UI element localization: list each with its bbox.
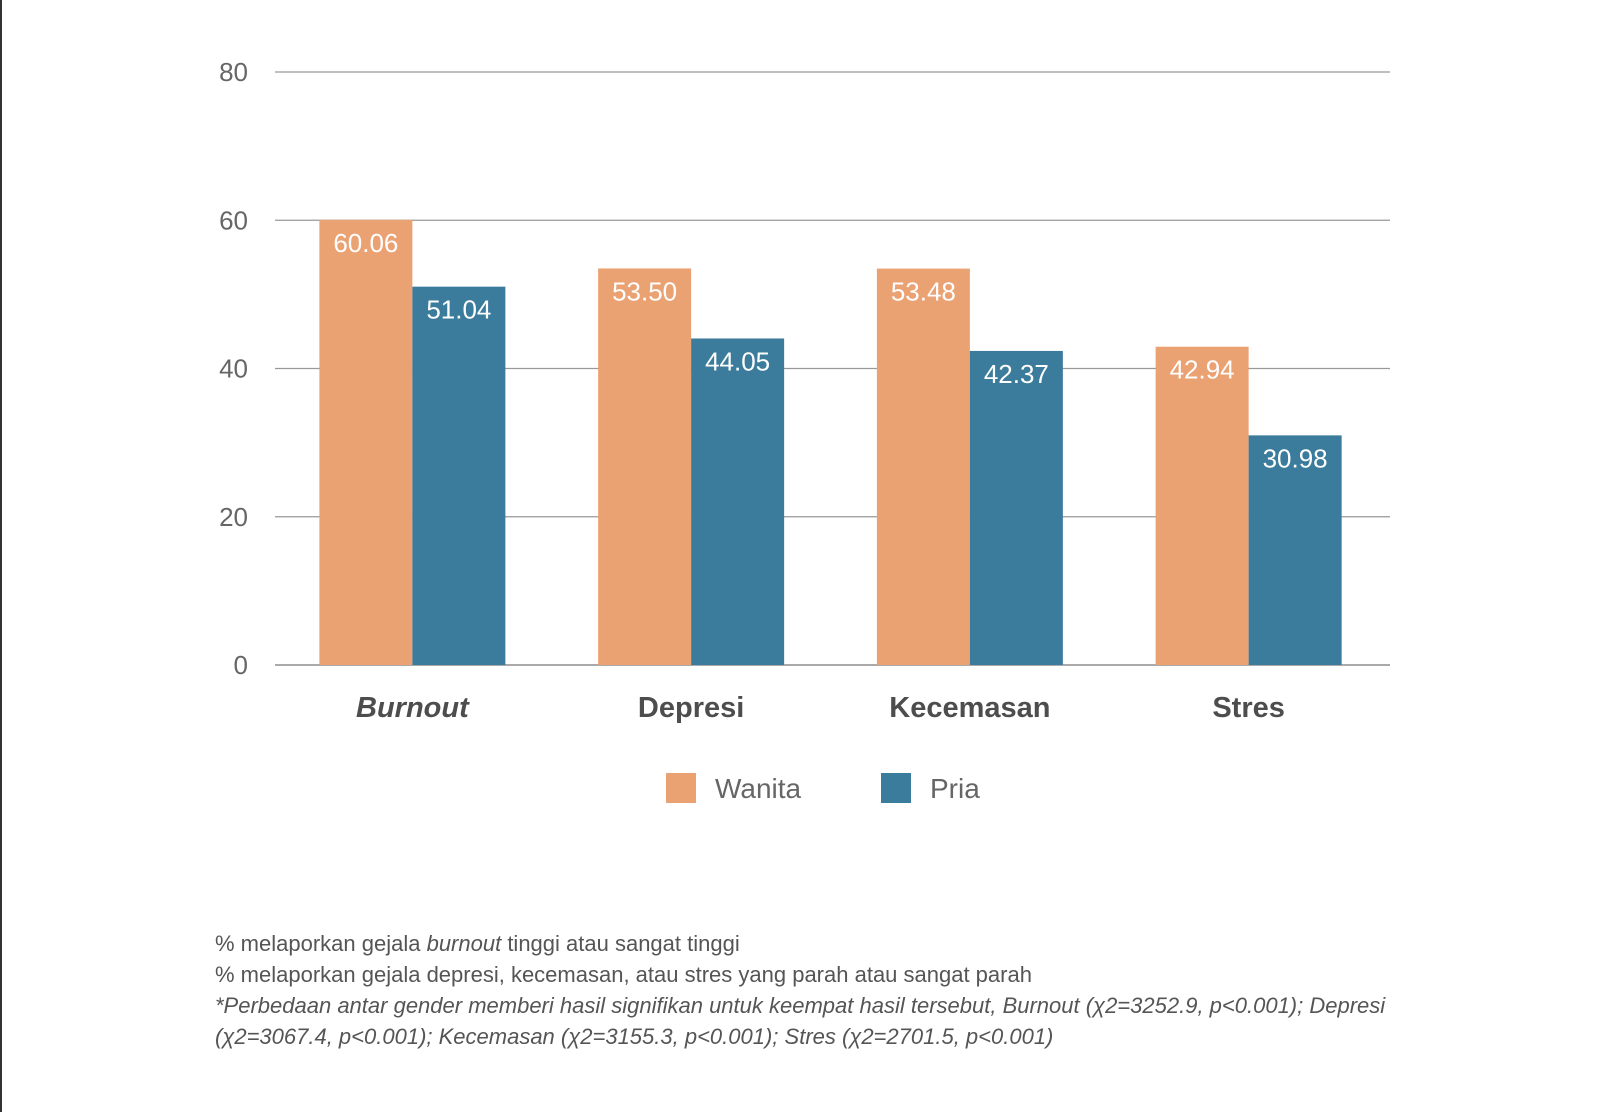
y-tick-label: 60 <box>219 205 248 235</box>
legend: Wanita Pria <box>666 773 980 804</box>
legend-swatch-pria <box>881 773 911 803</box>
value-label-wanita-burnout: 60.06 <box>333 228 398 258</box>
bar-pria-kecemasan <box>969 350 1063 665</box>
legend-label-wanita: Wanita <box>715 773 802 804</box>
note-significance: *Perbedaan antar gender memberi hasil si… <box>215 993 1386 1049</box>
y-tick-label: 40 <box>219 354 248 384</box>
y-tick-label: 20 <box>219 502 248 532</box>
category-label-burnout: Burnout <box>356 692 470 724</box>
bar-pria-burnout <box>412 286 506 665</box>
value-label-pria-stres: 30.98 <box>1263 443 1328 473</box>
value-label-wanita-kecemasan: 53.48 <box>891 277 956 307</box>
note-burnout: % melaporkan gejala burnout tinggi atau … <box>215 931 740 956</box>
value-label-wanita-stres: 42.94 <box>1170 355 1235 385</box>
legend-label-pria: Pria <box>930 773 980 804</box>
chart-notes: % melaporkan gejala burnout tinggi atau … <box>215 928 1415 1052</box>
value-label-wanita-depresi: 53.50 <box>612 276 677 306</box>
category-label-kecemasan: Kecemasan <box>889 692 1050 724</box>
y-tick-label: 80 <box>219 57 248 87</box>
y-tick-label: 0 <box>234 650 248 680</box>
x-axis-categories: Burnout Depresi Kecemasan Stres <box>356 692 1285 724</box>
data-labels: 60.06 51.04 53.50 44.05 53.48 42.37 42.94 30.98 <box>333 228 1327 474</box>
value-label-pria-depresi: 44.05 <box>705 346 770 376</box>
bars <box>319 219 1342 666</box>
y-axis-ticks: 0 20 40 60 80 <box>219 57 248 680</box>
category-label-stres: Stres <box>1212 692 1285 724</box>
bar-wanita-kecemasan <box>876 268 970 665</box>
page-left-border <box>0 0 2 1112</box>
value-label-pria-burnout: 51.04 <box>426 295 491 325</box>
value-label-pria-kecemasan: 42.37 <box>984 359 1049 389</box>
note-depression-anxiety-stress: % melaporkan gejala depresi, kecemasan, … <box>215 962 1032 987</box>
legend-swatch-wanita <box>666 773 696 803</box>
bar-pria-stres <box>1248 435 1342 665</box>
bar-wanita-stres <box>1155 346 1249 665</box>
bar-wanita-depresi <box>598 268 692 665</box>
category-label-depresi: Depresi <box>638 692 744 724</box>
bar-pria-depresi <box>691 338 785 665</box>
bar-chart: 0 20 40 60 80 60.06 51.04 53.50 44.05 53.48 42.37… <box>219 57 1390 804</box>
bar-wanita-burnout <box>319 219 413 666</box>
